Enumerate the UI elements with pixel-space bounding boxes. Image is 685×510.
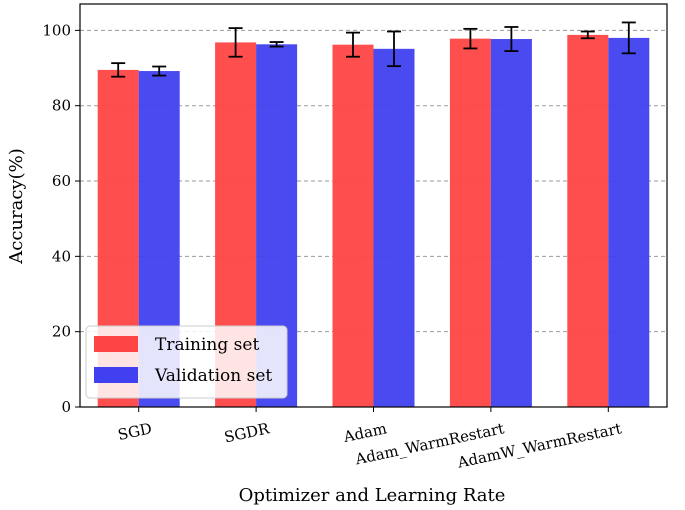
bar-validation-adamw_warmrestart: [608, 37, 650, 408]
legend-label-training: Training set: [155, 335, 259, 355]
bar-validation-adam_warmrestart: [490, 39, 532, 408]
bar-training-adamw_warmrestart: [567, 34, 609, 407]
y-tick-label: 100: [42, 21, 71, 39]
legend-swatch-validation: [94, 367, 138, 383]
bar-training-adam_warmrestart: [449, 38, 491, 408]
y-tick-label: 40: [52, 247, 71, 265]
error-bars: [111, 21, 636, 78]
x-tick-label: SGDR: [223, 419, 272, 446]
x-tick-label: Adam: [341, 419, 388, 446]
legend: Training set Validation set: [85, 325, 288, 399]
y-tick-label: 0: [61, 398, 71, 416]
bar-validation-adam: [373, 48, 415, 407]
y-axis-ticks: 0 20 40 60 80 100: [42, 21, 80, 416]
bar-training-adam: [332, 44, 374, 407]
x-axis-label: Optimizer and Learning Rate: [239, 485, 506, 506]
bars: [97, 34, 650, 408]
legend-label-validation: Validation set: [154, 366, 272, 386]
y-tick-label: 60: [52, 172, 71, 190]
y-tick-label: 80: [52, 97, 71, 115]
x-axis-ticks: SGD SGDR AdamAdam_WarmRestartAdamW_WarmRes…: [116, 407, 623, 472]
y-axis-label: Accuracy(%): [6, 148, 27, 265]
y-tick-label: 20: [52, 323, 71, 341]
x-tick-label: SGD: [116, 419, 153, 444]
legend-swatch-training: [94, 336, 138, 352]
